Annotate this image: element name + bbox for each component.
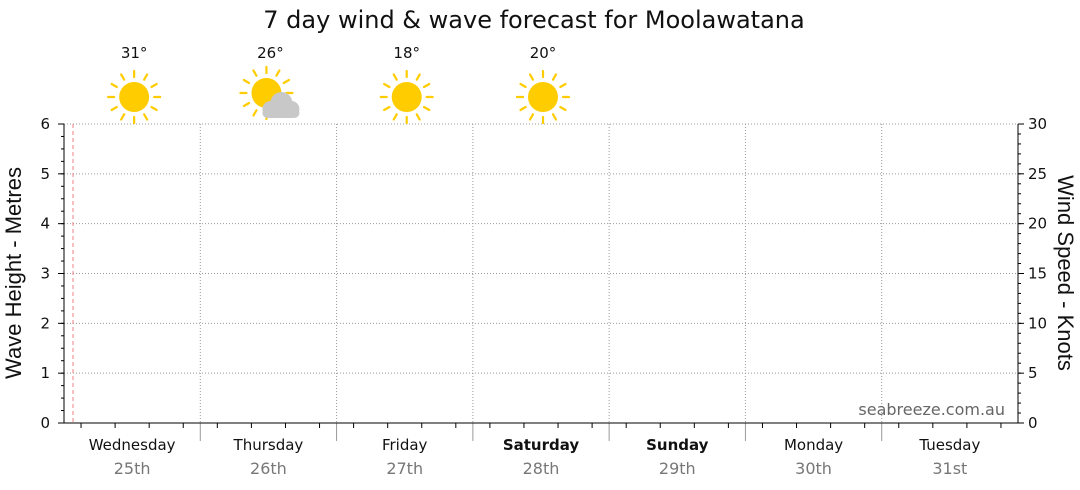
day-name: Tuesday [918,436,980,454]
day-name: Friday [382,436,428,454]
sun-ray [551,113,558,121]
sun-ray [422,105,431,112]
sun-ray [242,101,251,108]
sun-ray [120,113,126,121]
grid-lines [64,123,1018,423]
sun-ray [383,82,391,89]
sun-ray [143,113,149,121]
day-labels: Wednesday 25th Thursday 26th Friday 27th Satur… [89,436,981,478]
day-name: Wednesday [89,436,176,454]
sun-ray [422,82,431,89]
day-date: 30th [795,459,832,478]
sun-ray [519,105,527,112]
left-tick-label: 3 [40,265,50,283]
axes [58,123,1024,441]
temperature-label: 31° [121,44,148,62]
sun-ray [282,78,291,85]
sun-ray [150,82,158,89]
day-date: 26th [250,459,287,478]
sun-ray [415,113,421,121]
day-name: Saturday [503,436,580,454]
weather-row: 31° 26° 18° 20° [107,44,571,125]
sun-ray [252,109,258,117]
sun-ray [392,73,398,81]
sun-disc [119,82,150,112]
day-date: 28th [523,459,560,478]
day-date: 25th [114,459,151,478]
sun-ray [551,73,558,81]
day-date: 27th [386,459,423,478]
cloud-base [262,108,300,118]
sun-ray [275,69,281,77]
day-date: 29th [659,459,696,478]
left-tick-label: 0 [40,414,50,432]
sun-ray [528,113,535,121]
left-tick-label: 1 [40,364,50,382]
sun-ray [143,73,149,81]
sun-disc [528,82,558,112]
right-tick-label: 5 [1028,364,1038,382]
sun-ray [150,105,158,112]
chart-title: 7 day wind & wave forecast for Moolawata… [263,6,804,34]
temperature-label: 18° [393,44,420,62]
day-name: Monday [784,436,843,454]
day-name: Thursday [233,436,304,454]
cloud-icon [262,92,300,118]
left-tick-label: 6 [40,115,50,133]
sun-icon [107,69,162,125]
left-axis-title: Wave Height - Metres [1,167,26,379]
watermark: seabreeze.com.au [858,400,1005,419]
left-tick-label: 2 [40,314,50,332]
right-tick-label: 0 [1028,414,1038,432]
right-axis-title: Wind Speed - Knots [1053,175,1078,371]
sun-disc [391,82,422,112]
sun-ray [559,105,567,112]
sun-ray [415,73,421,81]
sun-ray [559,82,567,89]
sun-ray [519,82,527,89]
sun-ray [252,69,258,77]
left-tick-label: 4 [40,215,50,233]
sun-icon [379,69,434,125]
right-tick-label: 30 [1028,115,1047,133]
sun-ray [110,105,118,112]
temperature-label: 26° [257,44,284,62]
sun-ray [120,73,126,81]
tick-labels: 0 01 52 103 154 205 256 30 [40,115,1047,432]
day-name: Sunday [646,436,709,454]
right-tick-label: 10 [1028,314,1047,332]
right-tick-label: 25 [1028,165,1047,183]
day-date: 31st [932,459,967,478]
right-tick-label: 15 [1028,265,1047,283]
sun-ray [392,113,398,121]
sun-icon [515,69,571,125]
partly-cloudy-icon [239,65,300,121]
sun-ray [528,73,535,81]
sun-ray [242,78,251,85]
sun-ray [383,105,391,112]
temperature-label: 20° [530,44,557,62]
sun-ray [110,82,118,89]
left-tick-label: 5 [40,165,50,183]
right-tick-label: 20 [1028,215,1047,233]
